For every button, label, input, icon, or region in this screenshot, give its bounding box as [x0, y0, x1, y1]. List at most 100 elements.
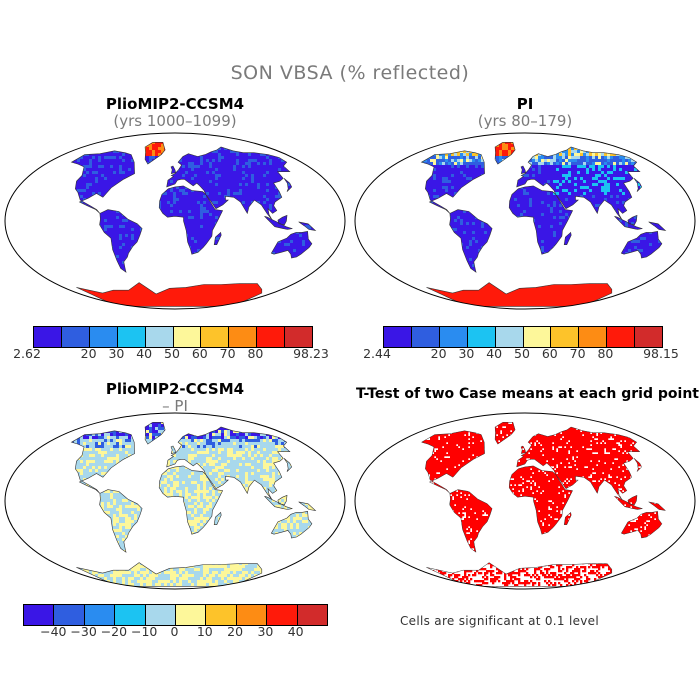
colorbar-swatch	[411, 327, 440, 347]
coastline-antarctica	[76, 282, 263, 307]
colorbar-pi-labels: 2.44 20 30 40 50 60 70 80 98.15	[363, 346, 679, 362]
colorbar-swatch	[84, 605, 116, 625]
cb3-tick: 40	[288, 624, 304, 639]
cb2-tick: 50	[514, 346, 530, 361]
panel-3-title: PlioMIP2-CCSM4	[5, 380, 345, 398]
colorbar-swatch	[173, 327, 202, 347]
coastline-greatbritain	[170, 165, 177, 174]
colorbar-swatch	[117, 327, 146, 347]
map-ttest	[354, 412, 696, 590]
colorbar-swatch	[206, 605, 237, 625]
colorbar-swatch	[551, 327, 580, 347]
colorbar-swatch	[54, 605, 85, 625]
coastline-greenland	[494, 142, 516, 165]
map-pi	[354, 132, 696, 310]
coastline-japan	[633, 178, 643, 192]
colorbar-swatch	[145, 605, 177, 625]
coastline-borneo	[627, 494, 638, 506]
coastline-antarctica	[426, 562, 613, 587]
coastline-greenland	[144, 422, 166, 445]
panel-1-title: PlioMIP2-CCSM4	[5, 95, 345, 113]
cb2-tick: 60	[542, 346, 558, 361]
cb1-max: 98.23	[293, 346, 329, 361]
cb2-tick: 20	[431, 346, 447, 361]
cb1-tick: 30	[108, 346, 124, 361]
coastline-greenland	[494, 422, 516, 445]
coastline-eurasia	[516, 426, 641, 501]
coastline-namerica	[70, 150, 135, 214]
cb1-min: 2.62	[13, 346, 41, 361]
colorbar-swatch	[115, 605, 146, 625]
coastline-newguinea	[648, 221, 667, 231]
coastline-indonesia	[614, 216, 643, 230]
cb3-tick: 10	[197, 624, 213, 639]
coastline-indonesia	[264, 216, 293, 230]
colorbar-swatch	[607, 327, 636, 347]
significance-note: Cells are significant at 0.1 level	[400, 614, 700, 628]
cb3-tick: −30	[70, 624, 96, 639]
cb1-tick: 80	[247, 346, 263, 361]
cb3-tick: 0	[171, 624, 179, 639]
colorbar-swatch	[579, 327, 608, 347]
cb3-tick: −40	[40, 624, 66, 639]
coastline-greatbritain	[520, 445, 527, 454]
panel-4-title: T-Test of two Case means at each grid po…	[355, 386, 700, 402]
coastline-samerica	[99, 209, 143, 273]
cb2-tick: 70	[570, 346, 586, 361]
coastline-antarctica	[426, 282, 613, 307]
coastline-africa	[508, 185, 574, 255]
coastline-borneo	[277, 494, 288, 506]
colorbar-swatch	[236, 605, 268, 625]
cb2-min: 2.44	[363, 346, 391, 361]
coastline-japan	[283, 458, 293, 472]
colorbar-swatch	[297, 605, 328, 625]
coastline-antarctica	[76, 562, 263, 587]
colorbar-swatch	[523, 327, 552, 347]
colorbar-swatch	[439, 327, 468, 347]
colorbar-swatch	[267, 605, 298, 625]
coastline-madagascar	[213, 511, 222, 525]
coastline-namerica	[420, 150, 485, 214]
cb3-tick: 30	[257, 624, 273, 639]
colorbar-pi	[383, 326, 663, 348]
coastline-africa	[508, 465, 573, 535]
map-border	[354, 132, 696, 310]
coastline-namerica	[420, 430, 485, 494]
colorbar-swatch	[635, 327, 663, 347]
coastline-madagascar	[213, 231, 222, 245]
colorbar-swatch	[495, 327, 524, 347]
coastline-africa	[158, 465, 224, 535]
colorbar-swatch	[89, 327, 118, 347]
map-border	[354, 412, 696, 590]
cb1-tick: 60	[192, 346, 208, 361]
colorbar-swatch	[145, 327, 174, 347]
coastline-samerica	[99, 489, 143, 553]
cb2-tick: 40	[486, 346, 502, 361]
colorbar-swatch	[34, 327, 62, 347]
map-pliomip2	[4, 132, 346, 310]
colorbar-swatch	[384, 327, 412, 347]
coastline-eurasia	[516, 146, 641, 221]
cb3-tick: −10	[131, 624, 157, 639]
coastline-newguinea	[298, 501, 317, 511]
cb2-max: 98.15	[643, 346, 679, 361]
colorbar-pliomip2	[33, 326, 313, 348]
cb2-tick: 30	[458, 346, 474, 361]
panel-1-subtitle: (yrs 1000–1099)	[5, 112, 345, 130]
coastline-samerica	[449, 489, 493, 553]
colorbar-swatch	[201, 327, 230, 347]
figure-title: SON VBSA (% reflected)	[0, 62, 700, 84]
colorbar-swatch	[61, 327, 90, 347]
colorbar-swatch	[176, 605, 207, 625]
colorbar-difference	[23, 604, 328, 626]
colorbar-difference-labels: −40 −30 −20 −10 0 10 20 30 40	[23, 624, 326, 640]
colorbar-swatch	[467, 327, 496, 347]
coastline-samerica	[449, 209, 493, 273]
coastline-japan	[283, 178, 293, 192]
coastline-borneo	[277, 214, 288, 226]
cb1-tick: 20	[81, 346, 97, 361]
coastline-madagascar	[563, 511, 572, 525]
coastline-indonesia	[264, 496, 293, 510]
colorbar-pliomip2-labels: 2.62 20 30 40 50 60 70 80 98.23	[13, 346, 329, 362]
panel-2-title: PI	[355, 95, 695, 113]
